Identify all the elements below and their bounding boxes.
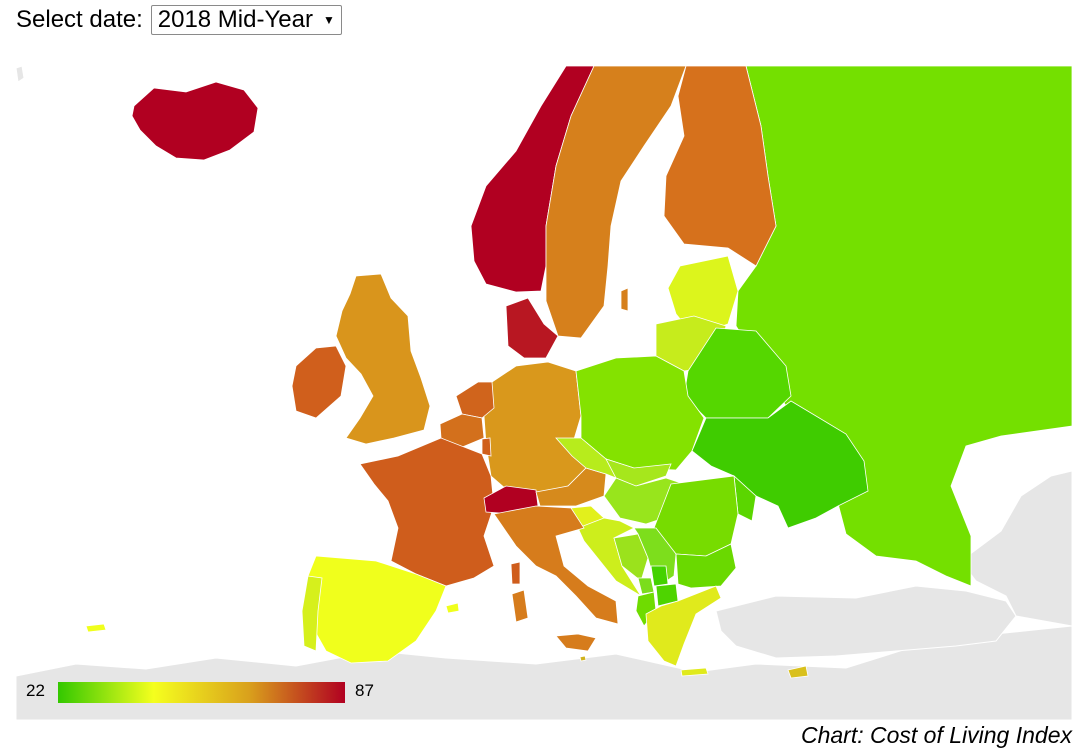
caucasus	[960, 470, 1072, 627]
island-canary	[85, 623, 107, 633]
island-balearic	[445, 602, 460, 614]
map-svg	[16, 66, 1072, 720]
legend-gradient-bar	[58, 682, 345, 703]
island-corsica	[510, 561, 521, 585]
country-sweden	[545, 66, 687, 339]
island-crete	[680, 667, 709, 677]
country-italy	[493, 505, 619, 625]
country-greece	[645, 585, 722, 667]
country-montenegro	[637, 577, 655, 595]
countries	[131, 66, 1072, 679]
country-kosovo	[650, 565, 669, 587]
island-gotland	[620, 287, 629, 312]
country-iceland	[131, 81, 259, 161]
country-cyprus	[787, 665, 809, 679]
country-netherlands	[455, 381, 495, 419]
greenland-tip	[16, 66, 25, 83]
country-uk	[335, 273, 431, 445]
date-select-value: 2018 Mid-Year	[157, 6, 313, 33]
country-luxembourg	[481, 437, 492, 457]
date-label: Select date:	[16, 6, 143, 33]
country-bosnia	[613, 533, 649, 582]
country-bulgaria	[675, 543, 737, 589]
date-select[interactable]: 2018 Mid-Year ▼	[150, 5, 342, 35]
country-germany	[483, 361, 587, 497]
legend-min-label: 22	[26, 681, 45, 700]
mediterranean-islands	[85, 287, 709, 677]
country-malta	[579, 655, 587, 662]
chart-caption: Chart: Cost of Living Index	[800, 722, 1072, 748]
country-austria	[535, 467, 607, 507]
turkey	[715, 585, 1017, 659]
legend-max-label: 87	[355, 681, 374, 700]
country-portugal	[301, 575, 323, 652]
island-sardinia	[511, 589, 529, 623]
island-sicily	[555, 633, 597, 652]
date-control: Select date: 2018 Mid-Year ▼	[16, 4, 342, 36]
country-france	[359, 437, 495, 587]
country-denmark	[505, 297, 559, 359]
country-finland	[663, 66, 777, 267]
europe-map	[16, 66, 1072, 720]
country-ireland	[291, 345, 347, 419]
dropdown-arrow-icon: ▼	[322, 13, 335, 27]
